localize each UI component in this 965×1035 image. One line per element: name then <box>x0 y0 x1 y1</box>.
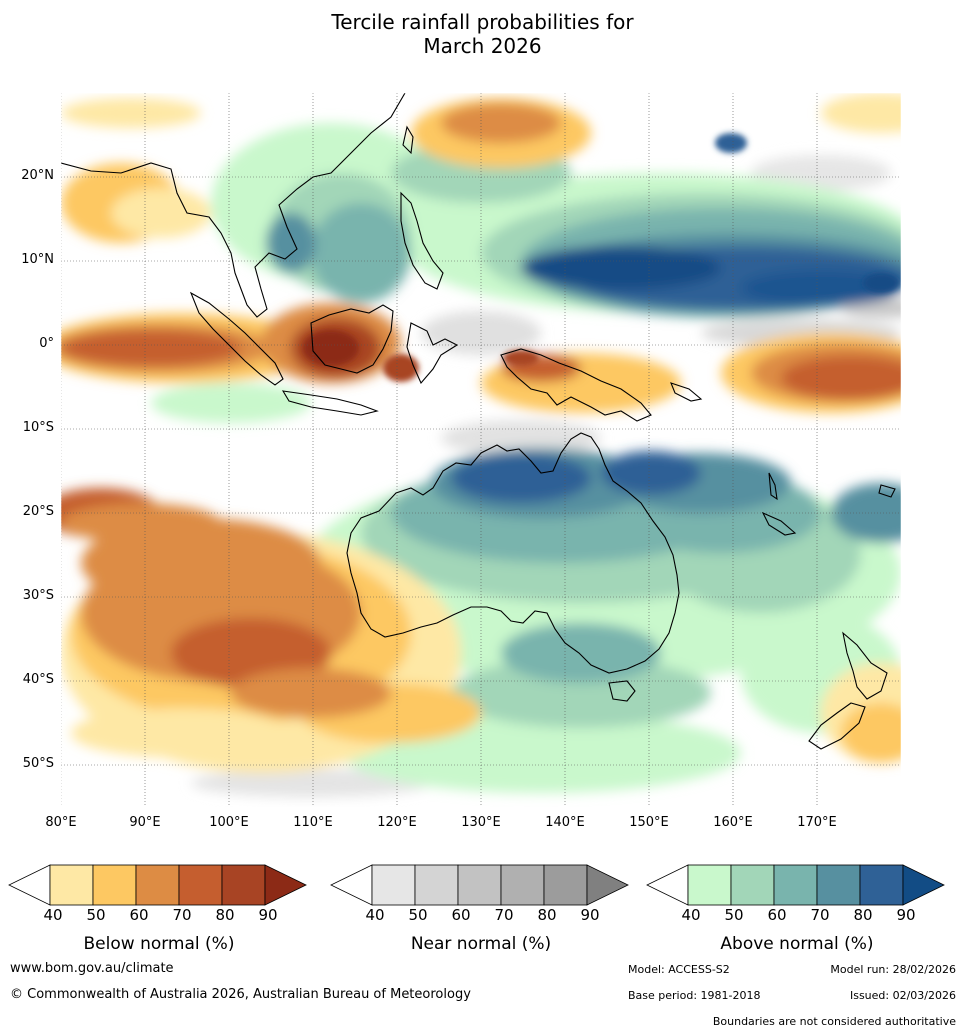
lon-label-130e: 130°E <box>461 815 501 830</box>
below-extend-high <box>264 864 307 906</box>
near-bin-4 <box>500 864 545 906</box>
vanuatu-coastline <box>768 472 778 501</box>
lat-label-50s: 50°S <box>22 756 54 771</box>
below-tick-60: 60 <box>129 906 149 924</box>
above-tick-70: 70 <box>810 906 830 924</box>
title-line-1: Tercile rainfall probabilities for <box>331 10 634 34</box>
above-bin-2 <box>730 864 775 906</box>
australia-coastline <box>346 432 680 674</box>
below-extend-low <box>8 864 51 906</box>
legend-title-near: Near normal (%) <box>410 934 552 954</box>
solomon-islands-coastline <box>670 382 703 402</box>
chart-title: Tercile rainfall probabilities for March… <box>0 10 965 58</box>
above-bin-4 <box>816 864 861 906</box>
website-link[interactable]: www.bom.gov.au/climate <box>10 961 174 976</box>
boundaries-disclaimer: Boundaries are not considered authoritat… <box>712 1015 956 1028</box>
near-extend-high <box>586 864 629 906</box>
near-bin-3 <box>457 864 502 906</box>
lon-label-100e: 100°E <box>209 815 249 830</box>
graticule <box>61 93 901 807</box>
legend-title-below: Below normal (%) <box>83 934 235 954</box>
tasmania-coastline <box>608 680 636 702</box>
below-bin-4 <box>178 864 223 906</box>
model-run-date: Model run: 28/02/2026 <box>830 963 956 976</box>
below-tick-40: 40 <box>43 906 63 924</box>
colorbar-below-normal <box>8 864 307 906</box>
sumatra-coastline <box>189 291 284 386</box>
lon-label-110e: 110°E <box>293 815 333 830</box>
near-tick-40: 40 <box>365 906 385 924</box>
copyright-text: © Commonwealth of Australia 2026, Austra… <box>10 987 471 1002</box>
above-tick-80: 80 <box>853 906 873 924</box>
lat-label-40s: 40°S <box>22 672 54 687</box>
above-bin-5 <box>859 864 904 906</box>
above-tick-90: 90 <box>896 906 916 924</box>
base-period: Base period: 1981-2018 <box>628 989 761 1002</box>
lat-label-20s: 20°S <box>22 504 54 519</box>
lat-label-0: 0° <box>39 336 54 351</box>
lat-label-10n: 10°N <box>21 252 54 267</box>
lon-label-120e: 120°E <box>377 815 417 830</box>
near-bin-2 <box>414 864 459 906</box>
probability-detail <box>303 133 899 382</box>
above-extend-low <box>646 864 689 906</box>
lat-label-20n: 20°N <box>21 168 54 183</box>
near-extend-low <box>330 864 373 906</box>
lon-label-140e: 140°E <box>545 815 585 830</box>
lon-label-160e: 160°E <box>713 815 753 830</box>
above-bin-3 <box>773 864 818 906</box>
taiwan-coastline <box>402 125 414 155</box>
below-bin-2 <box>92 864 137 906</box>
above-bin-1 <box>687 864 732 906</box>
above-tick-50: 50 <box>724 906 744 924</box>
new-zealand-south-coastline <box>808 702 866 750</box>
below-bin-1 <box>49 864 94 906</box>
near-tick-90: 90 <box>580 906 600 924</box>
below-bin-3 <box>135 864 180 906</box>
fiji-coastline <box>878 484 896 498</box>
below-tick-80: 80 <box>215 906 235 924</box>
sulawesi-coastline <box>406 322 459 385</box>
above-tick-60: 60 <box>767 906 787 924</box>
near-tick-60: 60 <box>451 906 471 924</box>
borneo-coastline <box>310 304 394 374</box>
near-tick-50: 50 <box>408 906 428 924</box>
new-caledonia-coastline <box>761 511 797 536</box>
above-extend-high <box>902 864 945 906</box>
below-tick-90: 90 <box>258 906 278 924</box>
title-line-2: March 2026 <box>423 34 542 58</box>
lon-label-80e: 80°E <box>45 815 77 830</box>
legend-title-above: Above normal (%) <box>720 934 874 954</box>
colorbar-above-normal <box>646 864 945 906</box>
model-name: Model: ACCESS-S2 <box>628 963 730 976</box>
below-tick-70: 70 <box>172 906 192 924</box>
philippines-coastline <box>400 191 444 290</box>
near-bin-5 <box>543 864 588 906</box>
lon-label-170e: 170°E <box>797 815 837 830</box>
probability-field <box>61 93 901 797</box>
below-bin-5 <box>221 864 266 906</box>
new-zealand-north-coastline <box>842 631 888 700</box>
below-tick-50: 50 <box>86 906 106 924</box>
near-tick-80: 80 <box>537 906 557 924</box>
above-tick-40: 40 <box>681 906 701 924</box>
lon-label-90e: 90°E <box>129 815 161 830</box>
near-bin-1 <box>371 864 416 906</box>
rainfall-probability-map <box>61 93 901 807</box>
lat-label-10s: 10°S <box>22 420 54 435</box>
colorbar-near-normal <box>330 864 629 906</box>
lat-label-30s: 30°S <box>22 588 54 603</box>
coastlines <box>61 93 896 750</box>
java-coastline <box>281 390 379 416</box>
near-tick-70: 70 <box>494 906 514 924</box>
lon-label-150e: 150°E <box>629 815 669 830</box>
issued-date: Issued: 02/03/2026 <box>849 989 956 1002</box>
new-guinea-coastline <box>500 348 652 422</box>
mainland-asia-coastline <box>61 93 406 318</box>
